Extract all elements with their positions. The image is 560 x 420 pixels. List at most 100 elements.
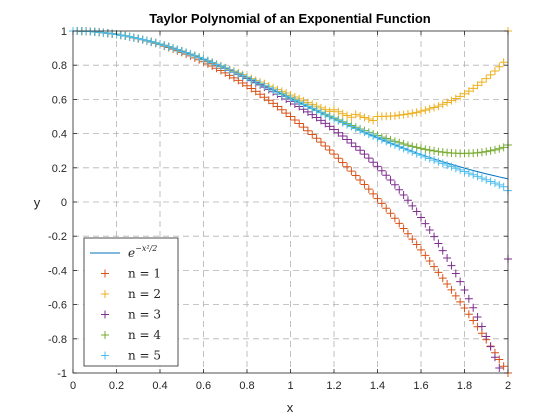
data-point (125, 32, 134, 41)
data-point (421, 219, 430, 228)
data-point (412, 207, 421, 216)
data-point (395, 111, 404, 120)
data-point (360, 180, 369, 189)
data-point (238, 71, 247, 80)
data-point (421, 145, 430, 154)
data-point (495, 355, 504, 364)
data-point (443, 279, 452, 288)
data-point (417, 107, 425, 116)
data-point (386, 175, 395, 184)
legend-marker-swatch (101, 290, 109, 298)
data-point (434, 157, 443, 166)
data-point (156, 40, 164, 49)
data-point (216, 62, 225, 71)
data-point (421, 251, 430, 260)
legend-label: n = 3 (128, 308, 161, 322)
data-point (421, 152, 430, 161)
data-point (299, 123, 308, 132)
data-point (499, 362, 508, 371)
x-tick-label: 0.2 (109, 380, 124, 392)
data-point (434, 268, 443, 277)
data-point (443, 253, 452, 262)
data-point (203, 56, 212, 65)
data-point (377, 199, 386, 208)
data-point (303, 102, 312, 111)
data-point (260, 81, 269, 90)
x-tick-label: 0.6 (196, 380, 211, 392)
legend-label: n = 2 (128, 287, 161, 301)
data-point (438, 100, 447, 109)
data-point (208, 58, 217, 67)
data-point (486, 146, 495, 155)
y-tick-label: 0.2 (52, 163, 67, 175)
legend-marker-swatch (101, 351, 109, 360)
data-point (399, 144, 408, 153)
data-point (377, 135, 386, 144)
data-point (316, 116, 325, 125)
data-point (438, 274, 447, 283)
data-point (277, 105, 286, 114)
data-point (312, 106, 321, 115)
data-point (469, 316, 478, 325)
ticks: 0 0.2 0.4 0.6 0.8 1 1.2 1.4 1.6 1.8 2 -1 -0.8 -0.6 -0.… (48, 26, 511, 392)
data-point (473, 312, 482, 321)
x-tick-label: 0 (70, 380, 76, 392)
data-point (447, 162, 456, 171)
data-point (386, 209, 395, 218)
x-tick-label: 1.8 (457, 380, 472, 392)
data-point (334, 107, 343, 116)
data-point (395, 185, 404, 194)
data-point (316, 108, 325, 117)
data-point (190, 51, 199, 60)
legend-marker-swatch (101, 310, 109, 319)
data-point (373, 133, 382, 142)
data-point (343, 120, 352, 129)
data-point (425, 154, 434, 163)
data-point (425, 104, 434, 113)
x-tick-label: 0.4 (152, 380, 167, 392)
data-point (477, 78, 486, 87)
data-point (430, 146, 439, 155)
data-point (395, 142, 404, 151)
data-point (403, 109, 412, 118)
data-point (495, 364, 504, 373)
data-point (469, 84, 478, 93)
legend-label: n = 5 (128, 349, 161, 363)
x-tick-label: 1.6 (413, 380, 428, 392)
data-point (290, 96, 299, 105)
legend-marker-swatch (101, 269, 109, 278)
data-point (417, 144, 425, 153)
data-point (456, 165, 465, 174)
series-layer (69, 27, 512, 377)
data-point (460, 167, 469, 176)
data-point (229, 67, 238, 76)
data-point (151, 38, 160, 47)
data-point (290, 115, 299, 124)
data-point (295, 98, 304, 107)
y-tick-label: -0.4 (48, 265, 67, 277)
data-point (325, 112, 334, 121)
data-point (308, 130, 317, 139)
data-point (486, 70, 495, 79)
data-point (403, 196, 412, 205)
data-point (390, 180, 399, 189)
data-point (347, 138, 356, 147)
data-point (351, 171, 360, 180)
data-point (408, 235, 417, 244)
data-point (430, 103, 439, 112)
data-point (412, 240, 421, 249)
data-point (473, 81, 482, 90)
x-tick-label: 2 (505, 380, 511, 392)
data-point (147, 37, 156, 46)
data-point (447, 285, 456, 294)
data-point (312, 113, 321, 122)
data-point (469, 170, 478, 179)
data-point (434, 102, 443, 111)
x-tick-label: 1.4 (370, 380, 385, 392)
data-point (282, 109, 291, 118)
y-axis-label: y (34, 195, 41, 210)
data-point (438, 159, 447, 168)
data-point (160, 41, 169, 50)
data-point (434, 239, 443, 248)
data-point (495, 144, 504, 153)
